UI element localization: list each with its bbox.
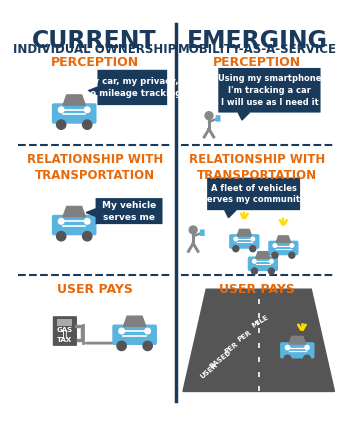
Circle shape xyxy=(284,355,291,362)
Polygon shape xyxy=(238,113,250,120)
Circle shape xyxy=(270,260,273,263)
Text: PER: PER xyxy=(236,329,252,343)
FancyBboxPatch shape xyxy=(97,70,167,105)
Polygon shape xyxy=(289,336,306,344)
FancyBboxPatch shape xyxy=(52,103,97,124)
Text: BASED: BASED xyxy=(208,348,232,369)
FancyBboxPatch shape xyxy=(200,230,205,236)
Circle shape xyxy=(234,237,238,241)
Polygon shape xyxy=(88,87,97,94)
Text: USER PAYS: USER PAYS xyxy=(57,283,133,296)
Circle shape xyxy=(83,232,92,241)
Polygon shape xyxy=(256,252,270,258)
Circle shape xyxy=(272,252,278,258)
Text: RELATIONSHIP WITH
TRANSPORTATION: RELATIONSHIP WITH TRANSPORTATION xyxy=(189,153,326,182)
Polygon shape xyxy=(63,95,85,105)
Circle shape xyxy=(119,328,124,334)
Circle shape xyxy=(205,112,213,119)
Circle shape xyxy=(58,107,64,113)
Circle shape xyxy=(253,260,256,263)
Circle shape xyxy=(145,328,150,334)
Polygon shape xyxy=(63,207,85,217)
Text: My car, my privacy,
no mileage tracking: My car, my privacy, no mileage tracking xyxy=(84,77,181,98)
Text: PERCEPTION: PERCEPTION xyxy=(213,56,301,69)
Circle shape xyxy=(189,226,197,234)
Circle shape xyxy=(290,244,294,247)
FancyBboxPatch shape xyxy=(218,68,321,113)
Circle shape xyxy=(251,237,254,241)
Circle shape xyxy=(117,341,126,351)
FancyBboxPatch shape xyxy=(207,178,300,210)
Text: Using my smartphone
I'm tracking a car
I will use as I need it: Using my smartphone I'm tracking a car I… xyxy=(218,74,321,107)
FancyBboxPatch shape xyxy=(229,234,259,249)
Text: RELATIONSHIP WITH
TRANSPORTATION: RELATIONSHIP WITH TRANSPORTATION xyxy=(27,153,163,182)
Polygon shape xyxy=(225,210,236,218)
Circle shape xyxy=(84,107,90,113)
Polygon shape xyxy=(237,230,252,236)
Text: ||: || xyxy=(62,330,68,339)
Bar xyxy=(57,319,72,326)
Polygon shape xyxy=(124,316,146,326)
Text: TAX: TAX xyxy=(57,337,72,343)
FancyBboxPatch shape xyxy=(96,198,162,224)
Circle shape xyxy=(84,218,90,224)
FancyBboxPatch shape xyxy=(268,241,299,255)
FancyBboxPatch shape xyxy=(248,256,278,271)
Circle shape xyxy=(289,252,295,258)
Text: USER: USER xyxy=(199,362,219,380)
Text: PERCEPTION: PERCEPTION xyxy=(51,56,139,69)
Text: MILE: MILE xyxy=(251,314,270,329)
Circle shape xyxy=(58,218,64,224)
Polygon shape xyxy=(86,209,96,216)
Circle shape xyxy=(286,346,290,350)
Circle shape xyxy=(233,246,239,252)
Text: A fleet of vehicles
serves my community: A fleet of vehicles serves my community xyxy=(202,184,305,204)
Circle shape xyxy=(305,346,309,350)
FancyBboxPatch shape xyxy=(112,325,157,345)
FancyBboxPatch shape xyxy=(52,215,97,235)
Circle shape xyxy=(56,120,66,129)
FancyBboxPatch shape xyxy=(216,115,220,122)
FancyBboxPatch shape xyxy=(53,316,77,346)
FancyBboxPatch shape xyxy=(280,342,315,358)
Text: INDIVIDUAL OWNERSHIP: INDIVIDUAL OWNERSHIP xyxy=(13,43,176,56)
Text: CURRENT: CURRENT xyxy=(32,29,157,53)
Circle shape xyxy=(83,120,92,129)
Text: MOBILITY-AS-A-SERVICE: MOBILITY-AS-A-SERVICE xyxy=(178,43,337,56)
Circle shape xyxy=(251,268,258,274)
Text: GAS: GAS xyxy=(57,327,73,333)
Text: EMERGING: EMERGING xyxy=(187,29,328,53)
Polygon shape xyxy=(276,236,290,243)
Circle shape xyxy=(273,244,277,247)
Text: My vehicle
serves me: My vehicle serves me xyxy=(102,201,156,221)
Text: PER: PER xyxy=(223,341,239,355)
Circle shape xyxy=(250,246,256,252)
Circle shape xyxy=(56,232,66,241)
Text: USER PAYS: USER PAYS xyxy=(219,283,295,296)
Polygon shape xyxy=(183,289,335,391)
Circle shape xyxy=(143,341,152,351)
Circle shape xyxy=(303,355,310,362)
Circle shape xyxy=(268,268,274,274)
